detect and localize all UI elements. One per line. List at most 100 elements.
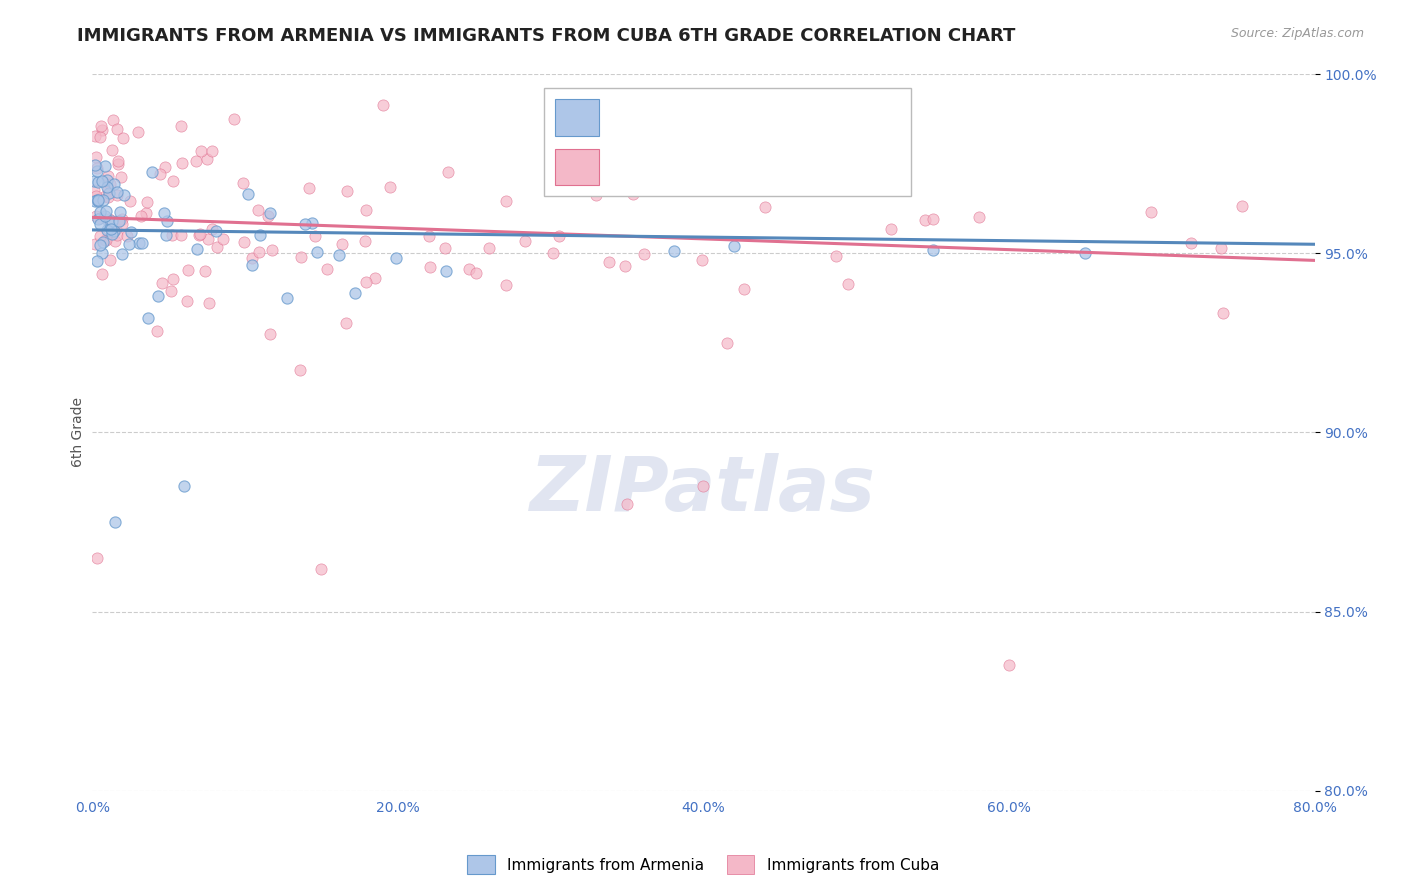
Point — [89, 217, 111, 231]
Point — [173, 479, 195, 493]
Point — [628, 164, 651, 178]
Point — [495, 194, 517, 208]
Point — [385, 251, 408, 265]
Point — [96, 180, 118, 194]
Point — [97, 211, 120, 226]
Point — [354, 275, 377, 289]
Point — [96, 190, 118, 204]
Point — [825, 249, 848, 263]
Point — [246, 202, 269, 217]
Point — [621, 186, 644, 201]
Point — [662, 244, 685, 258]
Point — [188, 228, 211, 243]
Point — [91, 267, 114, 281]
Point — [236, 186, 259, 201]
Point — [335, 184, 357, 198]
Point — [478, 241, 501, 255]
Point — [103, 177, 125, 191]
Point — [86, 550, 108, 565]
Point — [90, 119, 112, 133]
Point — [305, 245, 328, 260]
Point — [97, 169, 120, 184]
Point — [96, 204, 118, 219]
Point — [84, 128, 107, 143]
Point — [1140, 205, 1163, 219]
Point — [222, 112, 245, 127]
Point — [131, 209, 153, 223]
Legend: Immigrants from Armenia, Immigrants from Cuba: Immigrants from Armenia, Immigrants from… — [461, 849, 945, 880]
Point — [111, 217, 134, 231]
Point — [155, 228, 177, 243]
Point — [103, 112, 125, 127]
Point — [111, 211, 134, 226]
Point — [723, 239, 745, 253]
Point — [922, 211, 945, 226]
Point — [155, 160, 177, 174]
Point — [793, 176, 815, 190]
Point — [91, 122, 114, 136]
Point — [84, 188, 107, 202]
Point — [354, 202, 377, 217]
Y-axis label: 6th Grade: 6th Grade — [72, 398, 86, 467]
Point — [97, 186, 120, 200]
Point — [257, 210, 280, 224]
Point — [330, 236, 353, 251]
Point — [733, 282, 755, 296]
Point — [231, 176, 253, 190]
Point — [98, 252, 121, 267]
Point — [371, 98, 394, 112]
Point — [86, 161, 108, 176]
Point — [101, 214, 124, 228]
Point — [162, 272, 184, 286]
Point — [547, 228, 569, 243]
Point — [86, 209, 108, 223]
Point — [136, 194, 159, 209]
Point — [87, 193, 110, 207]
Point — [136, 311, 159, 326]
Point — [1232, 199, 1254, 213]
Point — [111, 246, 134, 260]
Point — [86, 194, 108, 208]
Point — [146, 324, 169, 338]
Point — [247, 244, 270, 259]
Point — [880, 221, 903, 235]
Point — [107, 214, 129, 228]
Point — [118, 194, 141, 208]
Point — [837, 277, 859, 291]
Point — [98, 216, 121, 230]
Point — [103, 224, 125, 238]
Point — [434, 242, 457, 256]
Point — [176, 294, 198, 309]
Point — [290, 250, 312, 264]
Point — [186, 243, 208, 257]
Point — [201, 145, 224, 159]
Point — [97, 182, 120, 196]
Point — [152, 277, 174, 291]
Point — [105, 121, 128, 136]
Point — [141, 164, 163, 178]
Point — [112, 131, 135, 145]
Point — [83, 174, 105, 188]
Point — [186, 153, 208, 168]
Point — [93, 193, 115, 207]
Point — [112, 188, 135, 202]
Point — [84, 194, 107, 208]
Point — [177, 263, 200, 277]
Point — [120, 226, 142, 240]
Point — [83, 236, 105, 251]
Point — [207, 240, 229, 254]
Point — [89, 229, 111, 244]
Point — [614, 260, 637, 274]
Point — [89, 205, 111, 219]
Point — [98, 178, 121, 192]
Point — [170, 228, 193, 243]
Point — [198, 295, 221, 310]
Point — [914, 213, 936, 227]
Point — [89, 237, 111, 252]
Point — [294, 217, 316, 231]
Point — [104, 515, 127, 529]
Point — [364, 271, 387, 285]
Point — [328, 248, 350, 262]
Point — [240, 251, 263, 265]
Point — [465, 266, 488, 280]
